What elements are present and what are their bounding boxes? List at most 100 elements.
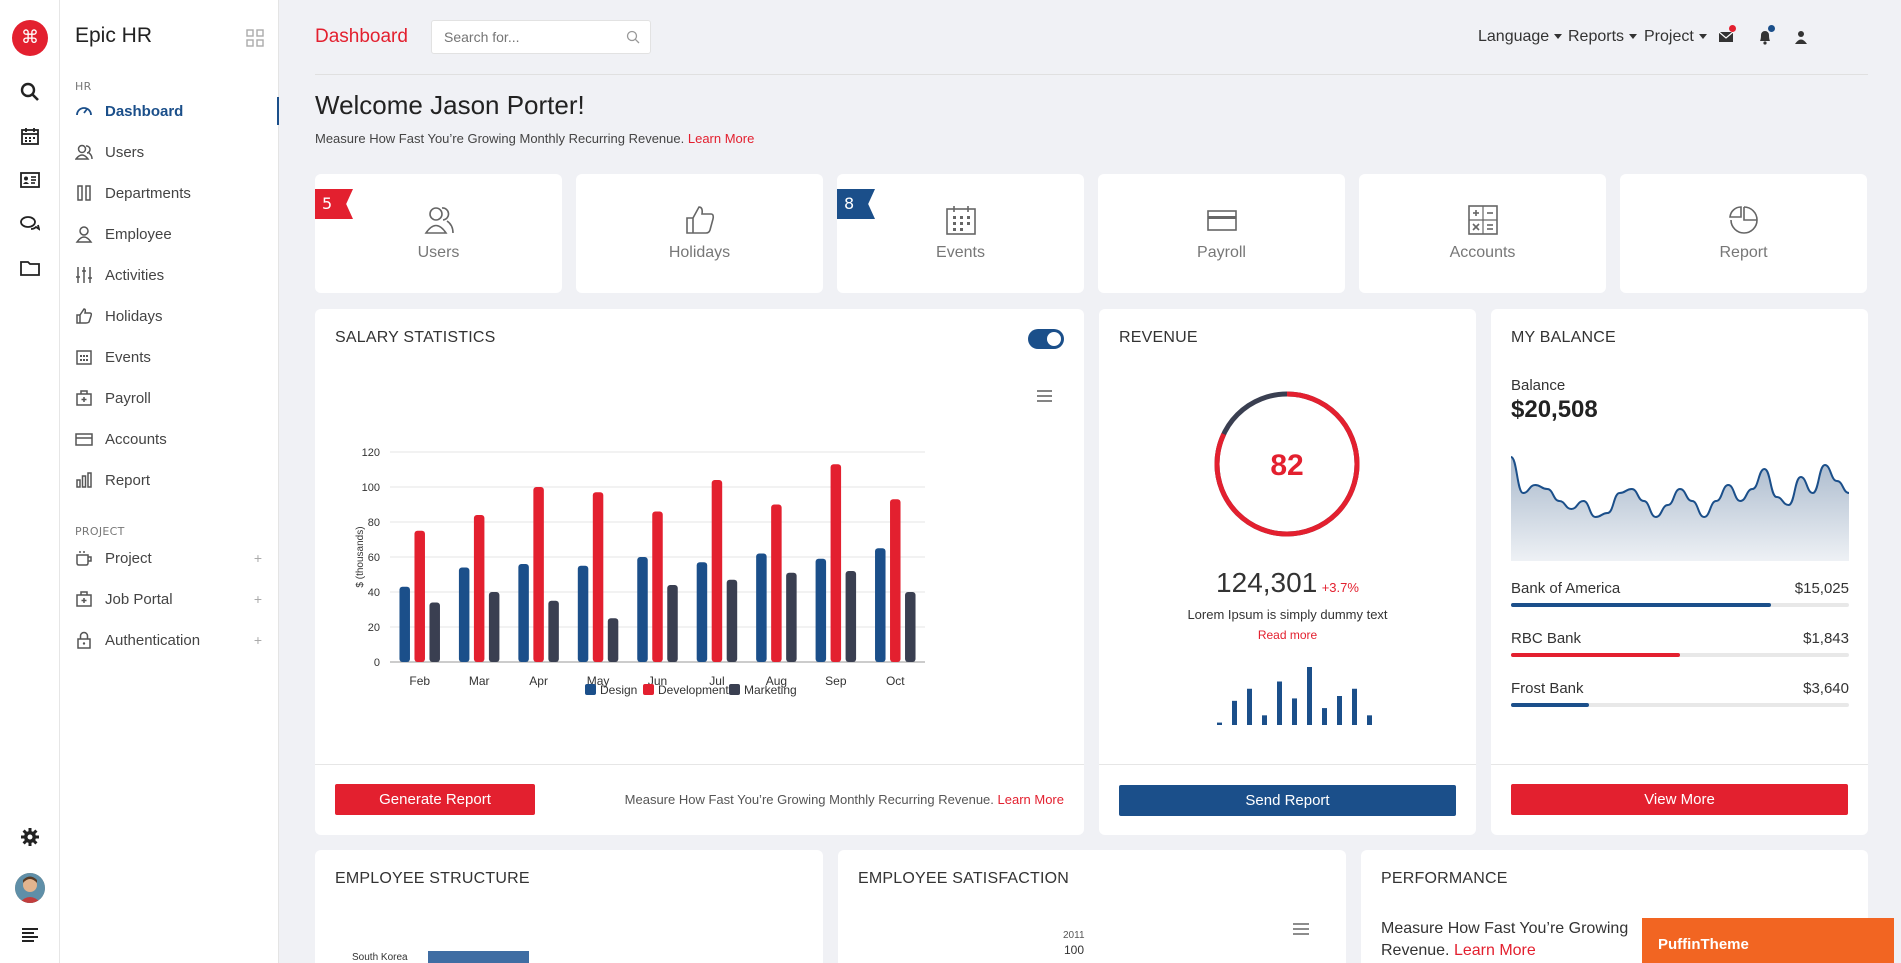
sidebar-item-project[interactable]: Project +	[75, 544, 279, 572]
performance-text: Measure How Fast You’re Growing Revenue. …	[1381, 918, 1628, 962]
nav-project-dropdown[interactable]: Project	[1644, 28, 1707, 46]
tile-report[interactable]: Report	[1620, 174, 1867, 293]
view-more-button[interactable]: View More	[1511, 784, 1848, 815]
thumbs-up-icon	[76, 308, 93, 324]
sidebar-item-departments[interactable]: Departments	[75, 179, 279, 207]
legend-label: Development	[658, 683, 729, 697]
card-title: REVENUE	[1119, 329, 1198, 346]
grid-toggle-icon[interactable]	[246, 29, 264, 47]
sidebar-item-job-portal[interactable]: Job Portal +	[75, 585, 279, 613]
sidebar-item-label: Employee	[105, 225, 172, 243]
bar-marketing	[429, 602, 440, 662]
user-avatar[interactable]	[15, 873, 45, 903]
sidebar-item-activities[interactable]: Activities	[75, 261, 279, 289]
bell-icon[interactable]	[1757, 29, 1773, 45]
generate-report-button[interactable]: Generate Report	[335, 784, 535, 815]
tile-label: Payroll	[1197, 244, 1246, 261]
read-more-link[interactable]: Read more	[1257, 628, 1318, 642]
tile-users[interactable]: 5 Users	[315, 174, 562, 293]
sidebar-item-events[interactable]: Events	[75, 343, 279, 371]
gauge-value: 82	[1270, 449, 1303, 482]
learn-more-link[interactable]: Learn More	[687, 131, 755, 146]
chart-menu-icon[interactable]	[1293, 923, 1309, 935]
puffintheme-banner[interactable]: PuffinTheme	[1642, 918, 1894, 963]
x-tick-label: Aug	[766, 674, 787, 688]
structure-bar	[428, 951, 529, 963]
sidebar-item-accounts[interactable]: Accounts	[75, 425, 279, 453]
search-icon[interactable]	[19, 81, 41, 103]
y-tick-label: 0	[374, 657, 380, 669]
bank-name: RBC Bank	[1511, 630, 1582, 647]
tile-payroll[interactable]: Payroll	[1098, 174, 1345, 293]
expand-plus-icon[interactable]: +	[253, 632, 262, 648]
send-report-button[interactable]: Send Report	[1119, 785, 1456, 816]
bank-row: Bank of America $15,025	[1511, 580, 1849, 607]
bar-marketing	[607, 618, 619, 662]
search-icon[interactable]	[626, 30, 640, 44]
settings-gear-icon[interactable]	[19, 826, 41, 848]
expand-plus-icon[interactable]: +	[253, 550, 262, 566]
bank-progress-track	[1511, 703, 1849, 707]
chat-icon[interactable]	[19, 213, 41, 235]
performance-text-line1: Measure How Fast You’re Growing	[1381, 920, 1629, 937]
bar-development	[473, 515, 485, 662]
x-tick-label: Jul	[709, 674, 724, 688]
welcome-subtitle: Measure How Fast You’re Growing Monthly …	[315, 131, 754, 146]
contact-card-icon[interactable]	[19, 169, 41, 191]
search-box[interactable]	[431, 20, 651, 54]
nav-reports-dropdown[interactable]: Reports	[1568, 28, 1637, 46]
bank-progress-track	[1511, 653, 1849, 657]
mail-icon[interactable]	[1718, 29, 1734, 45]
learn-more-link[interactable]: Learn More	[1453, 942, 1536, 959]
lock-icon	[77, 631, 91, 649]
briefcase-icon	[76, 591, 92, 607]
bank-amount: $3,640	[1803, 680, 1849, 697]
app-brand: Epic HR	[75, 24, 153, 47]
sidebar-item-users[interactable]: Users	[75, 138, 279, 166]
bar-marketing	[786, 572, 797, 662]
y-tick-label: 80	[368, 517, 380, 529]
tile-events[interactable]: 8 Events	[837, 174, 1084, 293]
pie-chart-icon	[1728, 206, 1758, 234]
sidebar-item-dashboard[interactable]: Dashboard	[75, 97, 279, 125]
user-icon	[75, 226, 93, 243]
bank-progress-track	[1511, 603, 1849, 607]
card-title: EMPLOYEE STRUCTURE	[335, 870, 530, 887]
bell-notification-dot	[1768, 25, 1775, 32]
spark-bar	[1292, 698, 1297, 725]
chart-toggle-switch[interactable]	[1028, 329, 1064, 349]
bar-development	[414, 530, 425, 662]
bank-row: Frost Bank $3,640	[1511, 680, 1849, 707]
user-profile-icon[interactable]	[1793, 29, 1809, 45]
tile-accounts[interactable]: Accounts	[1359, 174, 1606, 293]
sidebar-item-label: Payroll	[105, 389, 151, 407]
nav-language-dropdown[interactable]: Language	[1478, 28, 1562, 46]
balance-label: Balance	[1511, 377, 1566, 394]
mail-notification-dot	[1729, 25, 1736, 32]
sidebar-item-label: Job Portal	[105, 590, 173, 608]
calendar-icon[interactable]	[19, 125, 41, 147]
sidebar-item-holidays[interactable]: Holidays	[75, 302, 279, 330]
bar-marketing	[667, 585, 678, 662]
folder-icon[interactable]	[19, 257, 41, 279]
columns-icon	[77, 185, 91, 201]
chart-menu-icon[interactable]	[1037, 390, 1052, 402]
sidebar-item-report[interactable]: Report	[75, 466, 279, 494]
search-input[interactable]	[432, 21, 612, 53]
sidebar-item-payroll[interactable]: Payroll	[75, 384, 279, 412]
expand-plus-icon[interactable]: +	[253, 591, 262, 607]
sidebar-item-authentication[interactable]: Authentication +	[75, 626, 279, 654]
card-footer-divider	[1491, 764, 1868, 765]
credit-card-icon	[1206, 210, 1237, 231]
calendar-icon	[945, 206, 976, 235]
learn-more-link[interactable]: Learn More	[997, 792, 1064, 807]
tile-holidays[interactable]: Holidays	[576, 174, 823, 293]
app-logo[interactable]: ⌘	[12, 20, 48, 56]
legend-swatch	[729, 684, 740, 695]
revenue-amount: 124,301	[1216, 567, 1318, 598]
y-tick-label: 100	[362, 482, 380, 494]
menu-toggle-icon[interactable]	[19, 924, 41, 946]
sidebar-item-employee[interactable]: Employee	[75, 220, 279, 248]
dashboard-gauge-icon	[76, 107, 92, 116]
tile-label: Accounts	[1449, 244, 1516, 261]
